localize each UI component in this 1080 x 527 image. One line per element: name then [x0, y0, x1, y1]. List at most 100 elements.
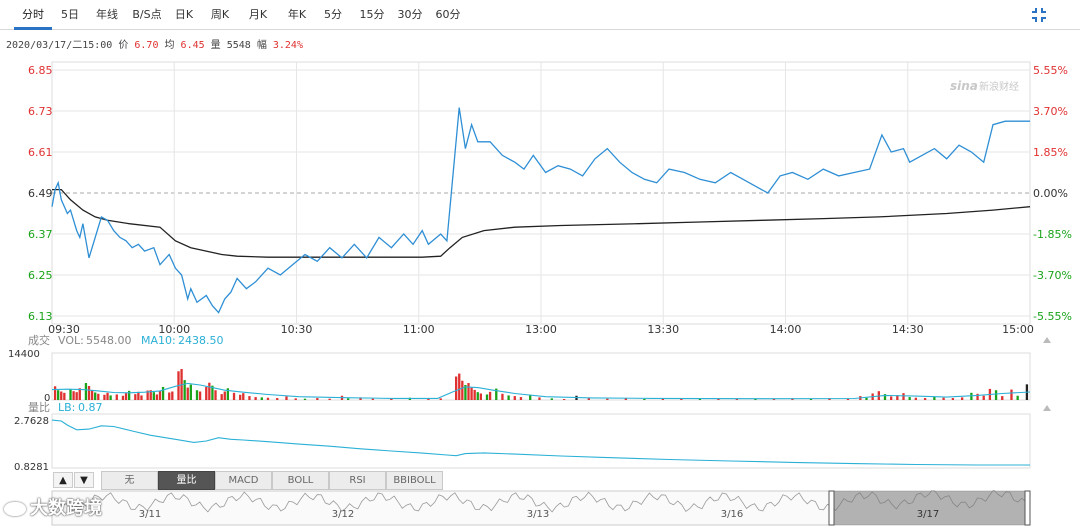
- info-chg-label: 幅: [256, 40, 267, 51]
- indicator-none-button[interactable]: 无: [101, 471, 158, 490]
- volume-bar: [124, 393, 128, 400]
- volume-bar: [550, 398, 553, 400]
- navigator-left-handle[interactable]: [828, 490, 835, 526]
- indicator-rsi-button[interactable]: RSI: [329, 471, 386, 490]
- tab-weekly-k[interactable]: 周K: [210, 8, 230, 21]
- volume-bar: [970, 392, 973, 400]
- navigator-right-handle[interactable]: [1024, 490, 1031, 526]
- tab-yearly-k[interactable]: 年K: [287, 8, 307, 21]
- volume-bar: [226, 388, 230, 400]
- volume-bar: [260, 397, 263, 400]
- volume-bar: [661, 398, 665, 400]
- y-tick-label-percent: -1.85%: [1033, 228, 1072, 241]
- volume-bar: [390, 398, 393, 400]
- volume-bar: [624, 398, 627, 400]
- ratio-panel-label: 量比: [28, 401, 50, 414]
- x-tick-label: 15:00: [1002, 323, 1034, 336]
- tab-60min[interactable]: 60分: [435, 8, 461, 21]
- volume-bar: [461, 380, 464, 400]
- volume-bar: [1016, 395, 1019, 400]
- volume-y-tick: 0: [44, 393, 50, 404]
- volume-bar: [1010, 389, 1013, 400]
- indicator-bbiboll-button[interactable]: BBIBOLL: [386, 471, 443, 490]
- navigator-selection-window[interactable]: [834, 491, 1026, 525]
- y-tick-label-percent: 3.70%: [1033, 105, 1068, 118]
- indicator-volume-ratio-button[interactable]: 量比: [158, 471, 215, 490]
- volume-bar: [976, 393, 979, 400]
- nav-down-button[interactable]: ▼: [74, 472, 94, 488]
- volume-bar: [914, 397, 918, 400]
- y-tick-label-percent: 1.85%: [1033, 146, 1068, 159]
- tab-5min[interactable]: 5分: [324, 8, 342, 21]
- ratio-panel-frame: [51, 413, 1031, 469]
- volume-bar: [865, 397, 868, 400]
- volume-bar: [103, 394, 106, 400]
- volume-bar: [479, 393, 482, 400]
- volume-bar: [519, 397, 523, 400]
- volume-bar: [316, 398, 319, 400]
- volume-bar: [933, 396, 936, 400]
- tab-intraday[interactable]: 分时: [14, 0, 52, 30]
- chart-grid: [51, 61, 1031, 469]
- volume-bar: [63, 392, 66, 400]
- volume-bar: [890, 396, 893, 400]
- volume-panel-label: 成交: [28, 333, 50, 347]
- watermark: 大数跨境: [4, 494, 102, 520]
- navigator-date-label: 3/13: [527, 509, 549, 520]
- volume-bar: [158, 390, 162, 400]
- tab-15min[interactable]: 15分: [359, 8, 385, 21]
- volume-bar: [294, 398, 297, 400]
- volume-bar: [90, 390, 94, 400]
- volume-panel-collapse-icon[interactable]: [1043, 337, 1051, 343]
- fullscreen-icon[interactable]: [1030, 6, 1048, 24]
- volume-bar: [97, 393, 100, 400]
- volume-bar: [467, 383, 470, 400]
- tab-yearline[interactable]: 年线: [96, 8, 118, 21]
- volume-bar: [208, 382, 211, 400]
- volume-bar: [109, 395, 112, 400]
- volume-bar: [149, 390, 152, 400]
- volume-bar: [161, 386, 165, 400]
- y-tick-label-price: 6.61: [28, 146, 53, 159]
- y-tick-label-percent: -5.55%: [1033, 310, 1072, 323]
- info-price: 6.70: [134, 40, 159, 51]
- indicator-boll-button[interactable]: BOLL: [272, 471, 329, 490]
- ratio-panel-collapse-icon[interactable]: [1043, 405, 1051, 411]
- volume-bar: [347, 398, 350, 400]
- quote-info-line: 2020/03/17/二15:00 价 6.70 均 6.45 量 5548 幅…: [6, 36, 303, 51]
- volume-vol-label: VOL:: [58, 334, 84, 347]
- volume-bar: [896, 395, 899, 400]
- volume-bar: [458, 373, 461, 400]
- volume-bar: [106, 392, 109, 400]
- volume-bar: [439, 398, 442, 400]
- info-vol: 5548: [226, 40, 251, 51]
- ratio-lb-value: 0.87: [78, 401, 103, 414]
- volume-bar: [717, 398, 720, 400]
- tab-monthly-k[interactable]: 月K: [248, 8, 268, 21]
- nav-up-button[interactable]: ▲: [53, 472, 73, 488]
- volume-bar: [473, 389, 476, 400]
- indicator-macd-button[interactable]: MACD: [215, 471, 272, 490]
- tab-5day[interactable]: 5日: [61, 8, 79, 21]
- volume-bar: [214, 390, 217, 400]
- volume-bar: [485, 394, 489, 400]
- volume-bar: [146, 390, 149, 400]
- volume-bar: [211, 385, 214, 400]
- y-tick-label-price: 6.73: [28, 105, 53, 118]
- volume-bar: [488, 391, 492, 400]
- date-navigator[interactable]: 3/11 3/12 3/13 3/16 3/17: [0, 490, 1080, 527]
- tab-bs-points[interactable]: B/S点: [132, 8, 162, 21]
- y-tick-label-price: 6.25: [28, 269, 53, 282]
- volume-bar: [562, 399, 566, 400]
- navigator-date-label: 3/11: [139, 509, 161, 520]
- tab-30min[interactable]: 30分: [397, 8, 423, 21]
- navigator-date-label: 3/16: [721, 509, 743, 520]
- volume-bar: [127, 390, 131, 400]
- navigator-date-label: 3/12: [332, 509, 354, 520]
- ratio-lb-label: LB:: [58, 401, 75, 414]
- y-tick-label-percent: 5.55%: [1033, 64, 1068, 77]
- volume-bar: [994, 390, 998, 400]
- volume-bar: [464, 384, 467, 400]
- tab-daily-k[interactable]: 日K: [174, 8, 194, 21]
- watermark-logo-icon: [4, 502, 26, 516]
